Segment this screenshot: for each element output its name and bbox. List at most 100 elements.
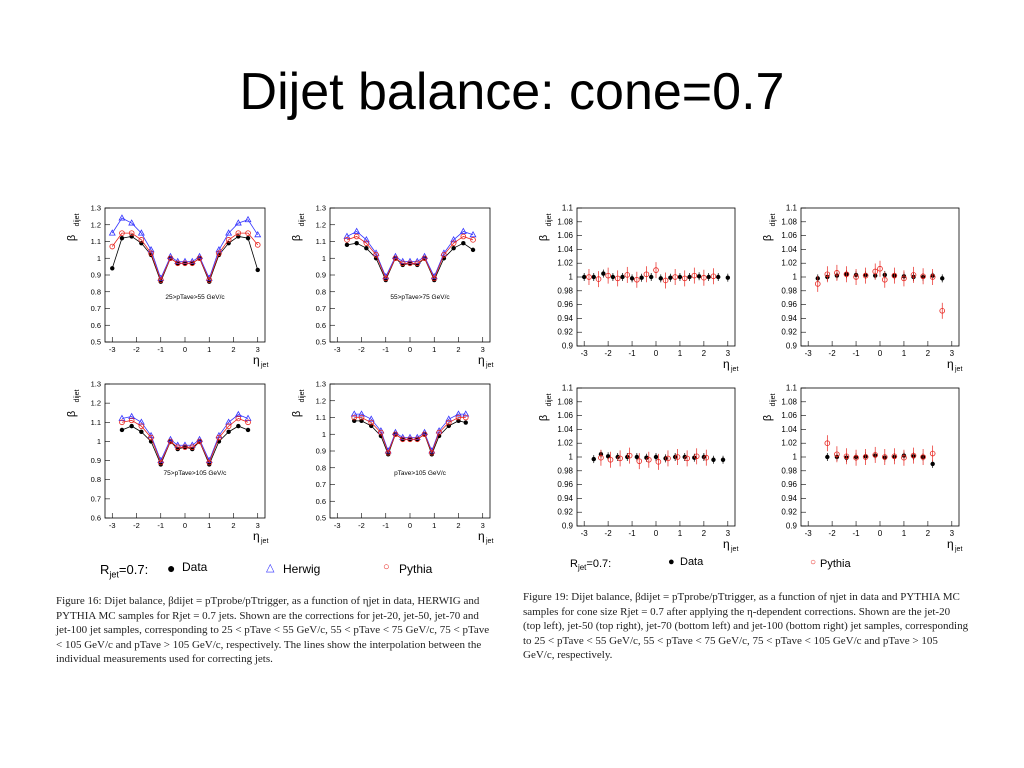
x-tick-label: -3 xyxy=(334,345,341,354)
y-tick-label: 1.1 xyxy=(91,237,101,246)
data-point xyxy=(581,274,587,280)
pythia-point xyxy=(920,454,926,460)
pythia-point xyxy=(910,452,917,459)
pythia-point xyxy=(245,419,251,426)
x-tick-label: -3 xyxy=(581,349,589,358)
y-tick-label: 1.1 xyxy=(562,384,574,393)
data-point xyxy=(139,429,144,435)
pythia-point xyxy=(157,459,164,466)
herwig-point xyxy=(353,227,361,234)
pythia-point xyxy=(119,230,125,236)
data-point xyxy=(129,423,134,429)
data-point xyxy=(255,267,260,273)
pythia-point xyxy=(182,444,188,450)
herwig-point xyxy=(234,410,242,418)
x-axis-label-sub: jet xyxy=(260,538,268,545)
pythia-point xyxy=(353,233,360,240)
data-point xyxy=(825,454,830,460)
pt-range-label: 25>pTave>55 GeV/c xyxy=(165,294,225,301)
y-tick-label: 0.6 xyxy=(91,514,101,523)
x-tick-label: -3 xyxy=(805,349,813,358)
y-tick-label: 0.7 xyxy=(91,304,101,313)
series-line-herwig xyxy=(111,217,259,280)
x-tick-label: 2 xyxy=(456,345,460,354)
rjet-label: Rjet=0.7: xyxy=(570,558,612,573)
y-tick-label: 1.04 xyxy=(557,245,573,254)
pythia-point xyxy=(824,271,831,278)
x-tick-label: 3 xyxy=(950,349,955,358)
pythia-point xyxy=(138,423,145,429)
x-tick-label: 3 xyxy=(481,345,485,354)
herwig-point xyxy=(147,246,155,253)
pythia-point xyxy=(586,274,592,280)
y-tick-label: 0.96 xyxy=(781,480,797,489)
data-point xyxy=(677,274,683,280)
x-tick-label: 1 xyxy=(678,529,683,538)
y-tick-label: 0.9 xyxy=(91,456,101,465)
fig19-panel-jet20: 0.9 0.92 0.94 0.96 0.98 1 1.02 1.04 1.06 1.08 1.1 -… xyxy=(538,204,738,374)
y-tick-label: 0.9 xyxy=(91,271,101,280)
x-axis-label: η xyxy=(253,529,260,543)
x-tick-label: 3 xyxy=(256,345,260,354)
pythia-point xyxy=(710,273,717,280)
y-axis-label: β xyxy=(538,235,550,241)
pythia-point xyxy=(189,444,196,450)
pythia-point xyxy=(445,419,452,426)
pythia-point xyxy=(368,419,375,426)
herwig-point xyxy=(128,219,136,226)
data-point xyxy=(930,461,935,467)
fig16-legend: Rjet=0.7: ● Data △ Herwig ○ Pythia xyxy=(100,560,500,580)
fig16-panel-jet50: 0.5 0.6 0.7 0.8 0.9 1 1.1 1.2 1.3 -3 -2 -1 0 1 2 3 β dije… xyxy=(291,204,493,370)
fig19-panel-jet70: 0.9 0.92 0.94 0.96 0.98 1 1.02 1.04 1.06 1.08 1.1 -… xyxy=(538,384,738,554)
pythia-point xyxy=(373,252,379,258)
herwig-point xyxy=(137,418,145,425)
herwig-point xyxy=(362,236,370,243)
x-axis-label: η xyxy=(723,357,730,371)
x-axis-label-sub: jet xyxy=(730,366,738,373)
pythia-point xyxy=(929,450,936,457)
y-tick-label: 0.7 xyxy=(91,494,101,503)
data-point xyxy=(687,274,692,280)
x-tick-label: -3 xyxy=(581,529,589,538)
herwig-point xyxy=(137,229,145,236)
pythia-point xyxy=(653,267,659,273)
herwig-point xyxy=(367,415,375,422)
y-tick-label: 1.08 xyxy=(781,217,797,226)
herwig-point xyxy=(358,410,365,417)
y-tick-label: 1.3 xyxy=(91,204,101,213)
y-tick-label: 1.1 xyxy=(316,413,326,422)
pythia-point xyxy=(853,454,859,461)
x-tick-label: -2 xyxy=(605,529,613,538)
pythia-point xyxy=(421,255,428,262)
pythia-point xyxy=(901,454,907,461)
pythia-point xyxy=(138,237,145,243)
legend-data-label: Data xyxy=(182,560,208,574)
data-point xyxy=(463,420,468,425)
y-tick-label: 1.08 xyxy=(557,397,573,406)
y-tick-label: 1.1 xyxy=(786,204,798,213)
pythia-point xyxy=(225,237,232,243)
herwig-point xyxy=(215,246,223,253)
y-tick-label: 1.3 xyxy=(91,380,101,389)
fig19-panel-jet100: 0.9 0.92 0.94 0.96 0.98 1 1.02 1.04 1.06 1.08 1.1 -… xyxy=(762,384,962,554)
y-tick-label: 1.3 xyxy=(316,380,326,389)
x-axis-label-sub: jet xyxy=(485,362,493,369)
x-tick-label: -2 xyxy=(829,529,837,538)
data-point xyxy=(696,274,702,279)
data-point xyxy=(591,456,596,462)
pythia-point xyxy=(634,276,640,283)
plot-frame xyxy=(800,387,960,527)
pythia-point xyxy=(431,275,438,282)
y-tick-label: 1.2 xyxy=(91,220,101,229)
y-axis-label-sub: dijet xyxy=(770,394,777,407)
pythia-point xyxy=(450,240,457,246)
pythia-point xyxy=(455,414,462,421)
plot-frame xyxy=(329,383,491,519)
pythia-point xyxy=(595,276,602,282)
data-point xyxy=(451,246,456,251)
x-axis-label-sub: jet xyxy=(260,362,268,369)
data-point xyxy=(245,427,251,433)
x-tick-label: 0 xyxy=(408,345,412,354)
y-tick-label: 0.98 xyxy=(781,286,797,295)
y-tick-label: 0.5 xyxy=(316,338,326,347)
